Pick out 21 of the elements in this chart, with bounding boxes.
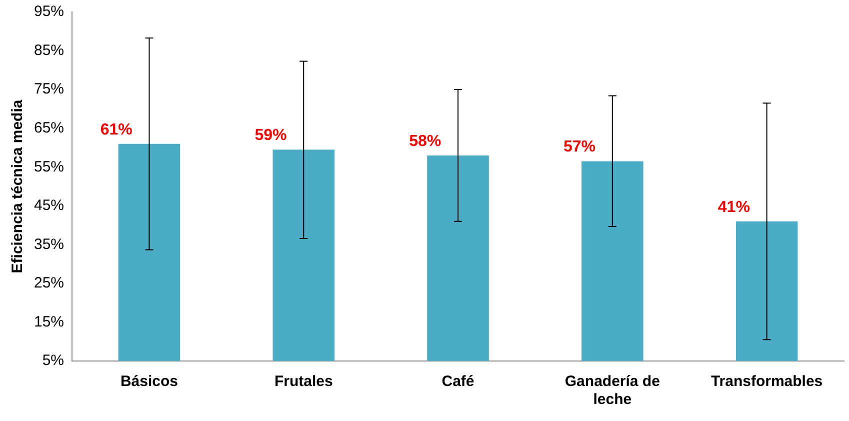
y-tick-label: 5% [42, 352, 64, 370]
data-label: 61% [100, 121, 132, 138]
data-label: 57% [564, 138, 596, 156]
y-axis-title: Eficiencia técnica media [9, 99, 26, 274]
y-tick-label: 75% [34, 80, 64, 98]
y-tick-label: 25% [34, 274, 64, 292]
x-tick-label: Transformables [710, 373, 823, 390]
y-tick-label: 35% [34, 236, 64, 253]
y-tick-label: 95% [34, 3, 64, 20]
x-tick-label: Frutales [274, 373, 333, 390]
x-tick-label: Ganadería de leche [564, 373, 660, 408]
data-label: 58% [409, 132, 442, 150]
data-label: 59% [254, 127, 287, 144]
y-tick-label: 85% [34, 42, 64, 59]
data-label: 41% [718, 198, 750, 216]
x-tick-label: Café [442, 373, 474, 390]
y-tick-label: 55% [34, 158, 64, 176]
y-tick-label: 65% [34, 119, 64, 136]
y-tick-label: 15% [34, 313, 64, 330]
x-tick-label: Básicos [120, 373, 178, 390]
y-tick-label: 45% [34, 197, 64, 214]
